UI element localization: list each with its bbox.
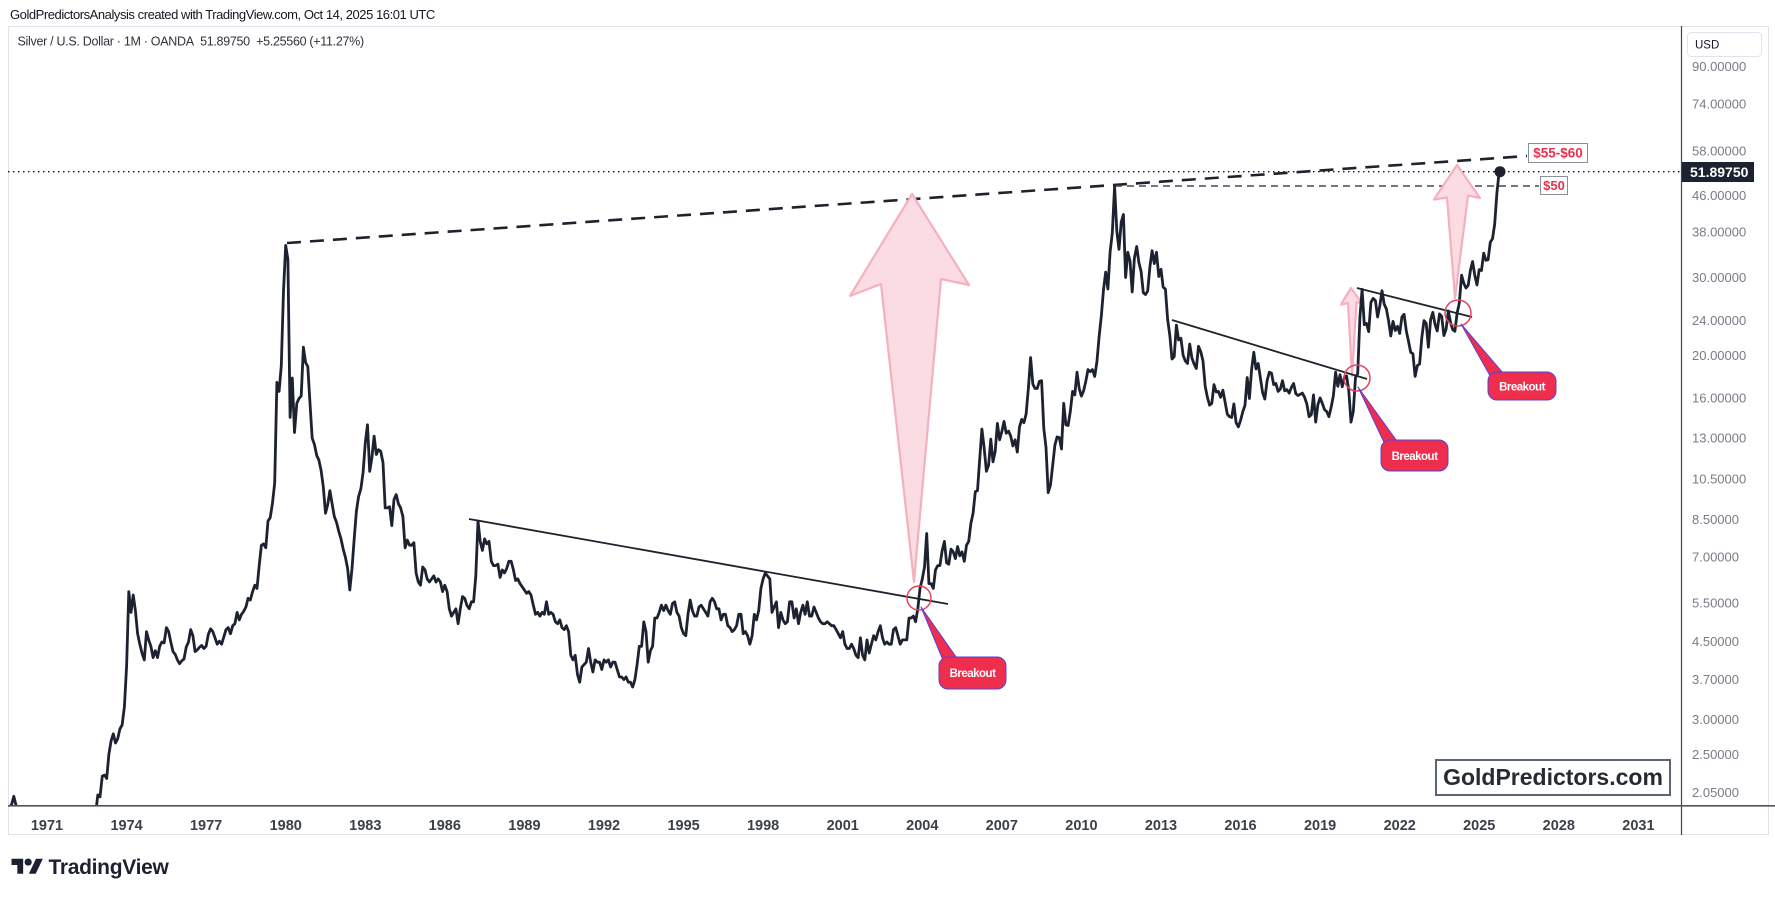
svg-text:5.50000: 5.50000 [1692, 596, 1739, 611]
svg-text:24.00000: 24.00000 [1692, 313, 1746, 328]
svg-text:2010: 2010 [1065, 818, 1097, 834]
svg-text:8.50000: 8.50000 [1692, 512, 1739, 527]
svg-text:38.00000: 38.00000 [1692, 225, 1746, 240]
svg-text:1989: 1989 [508, 818, 540, 834]
svg-text:90.00000: 90.00000 [1692, 59, 1746, 74]
svg-text:7.00000: 7.00000 [1692, 549, 1739, 564]
svg-text:51.89750: 51.89750 [1690, 164, 1749, 180]
svg-text:1986: 1986 [429, 818, 461, 834]
svg-text:2022: 2022 [1384, 818, 1416, 834]
svg-text:4.50000: 4.50000 [1692, 634, 1739, 649]
svg-text:10.50000: 10.50000 [1692, 472, 1746, 487]
svg-text:3.00000: 3.00000 [1692, 712, 1739, 727]
svg-text:2028: 2028 [1543, 818, 1575, 834]
svg-text:$50: $50 [1543, 178, 1565, 193]
svg-text:1974: 1974 [110, 818, 142, 834]
svg-text:USD: USD [1695, 40, 1719, 52]
svg-text:Breakout: Breakout [1392, 451, 1439, 463]
svg-text:1995: 1995 [667, 818, 699, 834]
svg-text:1977: 1977 [190, 818, 222, 834]
svg-text:GoldPredictors.com: GoldPredictors.com [1443, 764, 1663, 790]
svg-text:58.00000: 58.00000 [1692, 143, 1746, 158]
svg-text:1971: 1971 [31, 818, 63, 834]
svg-text:$55-$60: $55-$60 [1533, 146, 1583, 161]
svg-text:TradingView: TradingView [49, 856, 170, 879]
svg-text:3.70000: 3.70000 [1692, 672, 1739, 687]
svg-text:Breakout: Breakout [950, 668, 997, 680]
svg-text:1998: 1998 [747, 818, 779, 834]
svg-text:74.00000: 74.00000 [1692, 97, 1746, 112]
svg-text:2031: 2031 [1622, 818, 1654, 834]
svg-text:2.05000: 2.05000 [1692, 785, 1739, 800]
svg-text:13.00000: 13.00000 [1692, 431, 1746, 446]
svg-text:2007: 2007 [986, 818, 1018, 834]
svg-text:GoldPredictorsAnalysis created: GoldPredictorsAnalysis created with Trad… [10, 7, 435, 22]
svg-text:2001: 2001 [827, 818, 859, 834]
svg-text:1980: 1980 [270, 818, 302, 834]
svg-text:2019: 2019 [1304, 818, 1336, 834]
svg-text:16.00000: 16.00000 [1692, 391, 1746, 406]
svg-text:1992: 1992 [588, 818, 620, 834]
svg-text:Silver / U.S. Dollar · 1M · OA: Silver / U.S. Dollar · 1M · OANDA 51.897… [18, 35, 364, 49]
svg-text:46.00000: 46.00000 [1692, 188, 1746, 203]
svg-text:20.00000: 20.00000 [1692, 348, 1746, 363]
svg-text:2.50000: 2.50000 [1692, 747, 1739, 762]
svg-text:Breakout: Breakout [1499, 382, 1546, 394]
svg-text:2016: 2016 [1224, 818, 1256, 834]
svg-text:1983: 1983 [349, 818, 381, 834]
svg-text:2004: 2004 [906, 818, 938, 834]
svg-text:2013: 2013 [1145, 818, 1177, 834]
svg-text:2025: 2025 [1463, 818, 1495, 834]
svg-text:30.00000: 30.00000 [1692, 270, 1746, 285]
